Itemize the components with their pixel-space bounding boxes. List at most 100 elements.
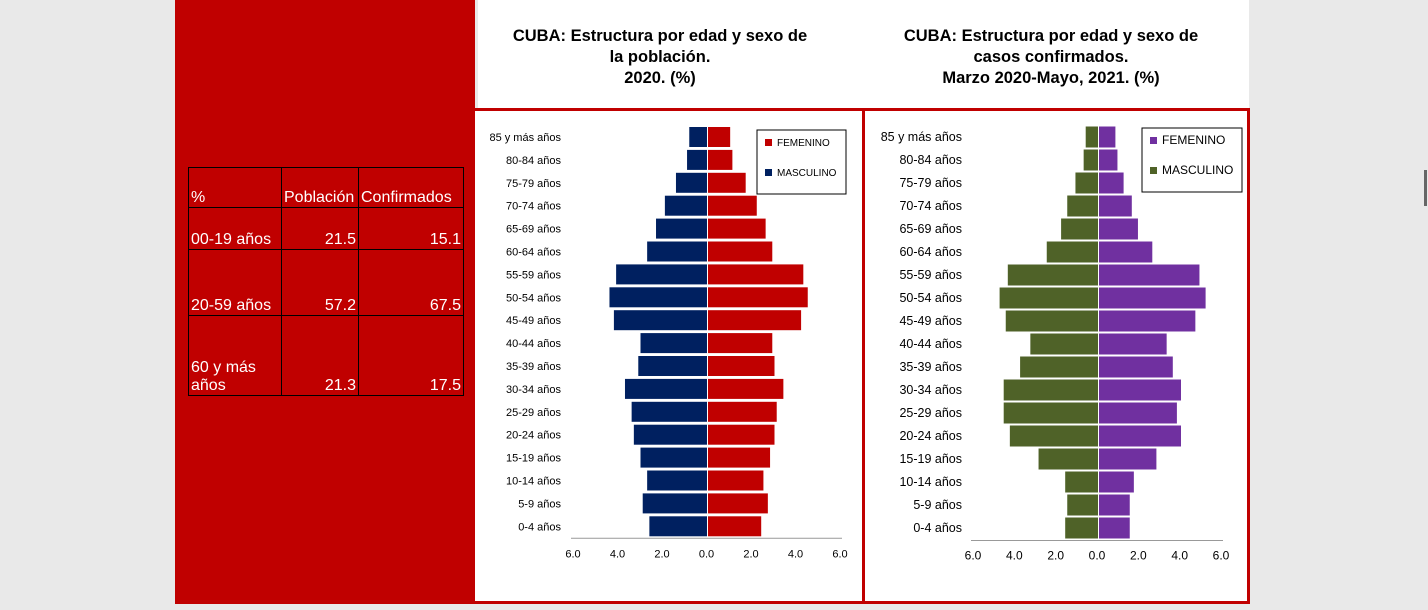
bar-femenino <box>1099 425 1181 447</box>
category-label: 35-39 años <box>899 360 962 374</box>
table-row: 60 y más años 21.3 17.5 <box>188 315 464 396</box>
category-label: 70-74 años <box>899 199 962 213</box>
x-tick-label: 2.0 <box>743 548 758 560</box>
bar-femenino <box>1099 126 1116 148</box>
bar-femenino <box>1099 149 1118 171</box>
bar-masculino <box>675 172 707 193</box>
bar-femenino <box>1099 356 1173 378</box>
confirmados-value: 15.1 <box>358 207 464 250</box>
bar-femenino <box>708 424 775 445</box>
bar-femenino <box>1099 471 1134 493</box>
bar-masculino <box>640 333 707 354</box>
legend-label: MASCULINO <box>1162 163 1233 177</box>
chart-title-confirmados: CUBA: Estructura por edad y sexo de caso… <box>903 27 1199 87</box>
row-label: 60 y más años <box>188 315 282 396</box>
legend-label: MASCULINO <box>777 168 837 179</box>
bar-masculino <box>633 424 707 445</box>
bar-femenino <box>708 516 762 537</box>
legend-box <box>756 129 847 195</box>
category-label: 85 y más años <box>489 132 561 144</box>
category-label: 0-4 años <box>518 521 561 533</box>
bar-masculino <box>638 356 707 376</box>
x-tick-label: 4.0 <box>788 548 803 560</box>
category-label: 80-84 años <box>506 155 562 167</box>
bar-femenino <box>1099 241 1153 263</box>
bar-masculino <box>624 378 707 399</box>
chart-frame-poblacion: 85 y más años 80-84 años 75-79 años 70-74 a… <box>472 108 865 604</box>
pyramid-chart-confirmados: 85 y más años 80-84 años 75-79 años 70-74 a… <box>881 126 1243 563</box>
bar-masculino <box>1003 379 1098 401</box>
bar-femenino <box>1099 287 1206 309</box>
category-label: 50-54 años <box>899 291 962 305</box>
bar-femenino <box>708 264 804 285</box>
scrollbar-thumb[interactable] <box>1424 170 1427 206</box>
bar-femenino <box>1099 310 1196 332</box>
bar-masculino <box>1067 195 1098 217</box>
legend-label: FEMENINO <box>1162 133 1225 147</box>
category-label: 40-44 años <box>506 338 562 350</box>
category-label: 85 y más años <box>881 130 962 144</box>
bar-masculino <box>1020 356 1098 378</box>
table-row: 20-59 años 57.2 67.5 <box>188 249 464 316</box>
x-tick-label: 6.0 <box>1213 549 1230 563</box>
legend-swatch <box>765 139 772 146</box>
legend-swatch <box>1150 167 1157 174</box>
bar-masculino <box>1061 218 1098 240</box>
x-tick-label: 2.0 <box>654 548 669 560</box>
bar-masculino <box>1046 241 1098 263</box>
chart-title-poblacion: CUBA: Estructura por edad y sexo de la p… <box>512 27 808 87</box>
bar-masculino <box>1009 425 1098 447</box>
category-label: 65-69 años <box>899 222 962 236</box>
bar-femenino <box>1099 333 1167 355</box>
x-tick-label: 4.0 <box>610 548 625 560</box>
category-label: 30-34 años <box>506 384 562 396</box>
x-tick-label: 6.0 <box>565 548 580 560</box>
bar-femenino <box>1099 448 1157 470</box>
category-label: 30-34 años <box>899 383 962 397</box>
bar-femenino <box>708 310 802 331</box>
bar-masculino <box>1030 333 1098 355</box>
bar-femenino <box>708 447 771 468</box>
bar-femenino <box>708 127 731 147</box>
bar-femenino <box>708 401 777 422</box>
bar-femenino <box>1099 402 1177 424</box>
bar-masculino <box>999 287 1098 309</box>
poblacion-value: 21.5 <box>281 207 359 250</box>
bar-masculino <box>687 149 707 170</box>
bar-masculino <box>1065 517 1098 539</box>
category-label: 75-79 años <box>899 176 962 190</box>
category-label: 65-69 años <box>506 224 562 236</box>
category-label: 15-19 años <box>899 452 962 466</box>
title-band <box>478 0 1249 108</box>
category-label: 10-14 años <box>506 476 562 488</box>
bar-masculino <box>647 470 707 491</box>
category-label: 45-49 años <box>506 315 562 327</box>
poblacion-value: 57.2 <box>281 249 359 316</box>
x-tick-label: 2.0 <box>1130 549 1147 563</box>
category-label: 0-4 años <box>913 521 962 535</box>
category-label: 55-59 años <box>506 269 562 281</box>
category-label: 5-9 años <box>913 498 962 512</box>
category-label: 70-74 años <box>506 201 562 213</box>
category-label: 50-54 años <box>506 292 562 304</box>
pyramid-chart-poblacion: 85 y más años 80-84 años 75-79 años 70-74 a… <box>489 127 848 560</box>
x-tick-label: 4.0 <box>1006 549 1023 563</box>
bar-masculino <box>613 310 707 331</box>
bar-masculino <box>1005 310 1098 332</box>
x-tick-label: 4.0 <box>1171 549 1188 563</box>
bar-masculino <box>1038 448 1098 470</box>
legend-swatch <box>765 169 772 176</box>
category-label: 40-44 años <box>899 337 962 351</box>
bar-femenino <box>1099 517 1130 539</box>
bar-masculino <box>1065 471 1098 493</box>
category-label: 75-79 años <box>506 178 562 190</box>
x-tick-label: 0.0 <box>1089 549 1106 563</box>
bar-femenino <box>1099 264 1200 286</box>
category-label: 20-24 años <box>506 430 562 442</box>
bar-femenino <box>708 493 768 514</box>
row-label: 00-19 años <box>188 207 282 250</box>
category-label: 10-14 años <box>899 475 962 489</box>
x-tick-label: 2.0 <box>1047 549 1064 563</box>
confirmados-value: 67.5 <box>358 249 464 316</box>
bar-femenino <box>708 287 808 308</box>
